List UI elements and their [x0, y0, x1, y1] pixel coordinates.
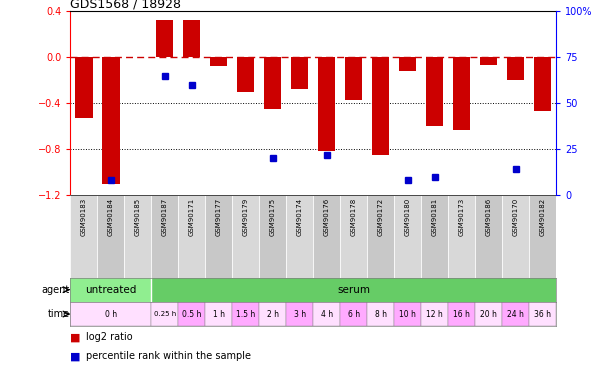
Bar [70, 195, 97, 278]
Bar [70, 278, 151, 302]
Bar [183, 20, 200, 57]
Bar [205, 195, 232, 278]
Text: 10 h: 10 h [399, 310, 416, 319]
Text: GSM90176: GSM90176 [324, 198, 329, 236]
Bar [313, 195, 340, 278]
Text: 0.5 h: 0.5 h [182, 310, 202, 319]
Text: 3 h: 3 h [293, 310, 306, 319]
Text: GSM90173: GSM90173 [459, 198, 464, 236]
Text: 4 h: 4 h [321, 310, 333, 319]
Bar [507, 57, 524, 80]
Text: ■: ■ [70, 351, 81, 361]
Text: GSM90187: GSM90187 [162, 198, 167, 236]
Bar [421, 195, 448, 278]
Bar [102, 57, 120, 183]
Text: log2 ratio: log2 ratio [86, 333, 132, 342]
Bar [232, 302, 259, 326]
Bar [286, 302, 313, 326]
Bar [480, 57, 497, 65]
Bar [210, 57, 227, 66]
Text: GDS1568 / 18928: GDS1568 / 18928 [70, 0, 181, 10]
Bar [291, 57, 309, 89]
Text: GSM90175: GSM90175 [269, 198, 276, 236]
Bar [453, 57, 470, 129]
Bar [394, 302, 421, 326]
Text: GSM90174: GSM90174 [297, 198, 302, 236]
Bar [124, 195, 151, 278]
Bar [70, 302, 151, 326]
Text: GSM90180: GSM90180 [404, 198, 411, 236]
Text: 2 h: 2 h [266, 310, 279, 319]
Text: GSM90179: GSM90179 [243, 198, 249, 236]
Text: 20 h: 20 h [480, 310, 497, 319]
Bar [529, 302, 556, 326]
Bar [97, 195, 124, 278]
Text: agent: agent [42, 285, 70, 295]
Bar [152, 195, 178, 278]
Text: 12 h: 12 h [426, 310, 443, 319]
Bar [426, 57, 444, 126]
Bar [372, 57, 389, 155]
Text: GSM90186: GSM90186 [486, 198, 491, 236]
Text: GSM90177: GSM90177 [216, 198, 222, 236]
Bar [475, 195, 502, 278]
Bar [259, 195, 286, 278]
Text: 16 h: 16 h [453, 310, 470, 319]
Bar [448, 302, 475, 326]
Bar [313, 302, 340, 326]
Bar [367, 195, 394, 278]
Text: 1 h: 1 h [213, 310, 225, 319]
Bar [178, 195, 205, 278]
Text: 6 h: 6 h [348, 310, 360, 319]
Bar [475, 302, 502, 326]
Text: 8 h: 8 h [375, 310, 387, 319]
Text: 36 h: 36 h [534, 310, 551, 319]
Text: GSM90178: GSM90178 [351, 198, 357, 236]
Text: serum: serum [337, 285, 370, 295]
Bar [318, 57, 335, 152]
Text: 24 h: 24 h [507, 310, 524, 319]
Text: percentile rank within the sample: percentile rank within the sample [86, 351, 251, 361]
Text: GSM90170: GSM90170 [513, 198, 519, 236]
Text: time: time [48, 309, 70, 319]
Bar [399, 57, 416, 71]
Bar [534, 57, 551, 111]
Bar [502, 302, 529, 326]
Text: ■: ■ [70, 333, 81, 342]
Bar [205, 302, 232, 326]
Bar [259, 302, 286, 326]
Text: GSM90183: GSM90183 [81, 198, 87, 236]
Bar [237, 57, 254, 92]
Bar [502, 195, 529, 278]
Text: 0.25 h: 0.25 h [153, 311, 176, 317]
Text: 1.5 h: 1.5 h [236, 310, 255, 319]
Text: GSM90185: GSM90185 [135, 198, 141, 236]
Bar [421, 302, 448, 326]
Bar [345, 57, 362, 100]
Bar [448, 195, 475, 278]
Bar [75, 57, 92, 118]
Bar [156, 20, 174, 57]
Bar [264, 57, 282, 109]
Bar [529, 195, 556, 278]
Bar [367, 302, 394, 326]
Bar [152, 278, 556, 302]
Bar [152, 302, 178, 326]
Bar [232, 195, 259, 278]
Text: untreated: untreated [85, 285, 136, 295]
Text: GSM90171: GSM90171 [189, 198, 195, 236]
Text: GSM90181: GSM90181 [431, 198, 437, 236]
Text: GSM90184: GSM90184 [108, 198, 114, 236]
Bar [340, 302, 367, 326]
Bar [286, 195, 313, 278]
Bar [340, 195, 367, 278]
Bar [394, 195, 421, 278]
Text: GSM90172: GSM90172 [378, 198, 384, 236]
Bar [178, 302, 205, 326]
Text: 0 h: 0 h [104, 310, 117, 319]
Text: GSM90182: GSM90182 [540, 198, 546, 236]
